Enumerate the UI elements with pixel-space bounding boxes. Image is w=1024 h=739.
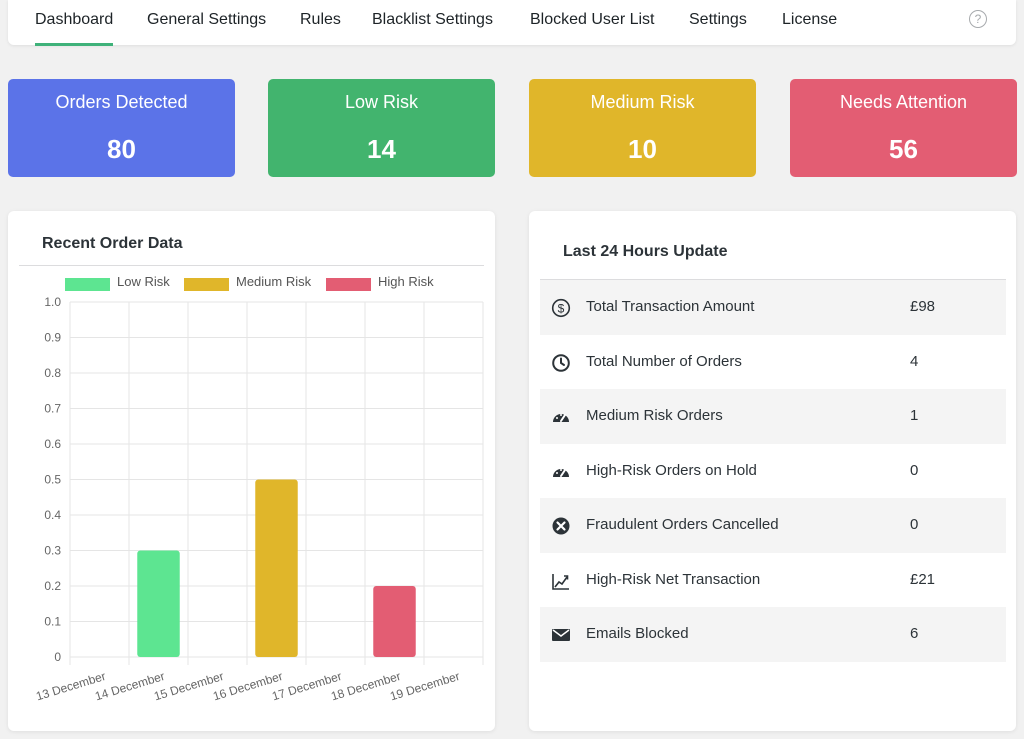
legend-swatch-medium-risk: [184, 278, 229, 291]
svg-text:$: $: [558, 301, 565, 315]
top-nav: Dashboard General Settings Rules Blackli…: [8, 0, 1016, 46]
stat-card-low-risk: Low Risk 14: [268, 79, 495, 177]
y-tick-label: 0.3: [44, 544, 61, 558]
list-item: Total Number of Orders 4: [540, 335, 1006, 390]
y-tick-label: 1.0: [44, 295, 61, 309]
y-tick-label: 0.6: [44, 437, 61, 451]
clock-icon: [552, 353, 570, 372]
stat-card-needs-attention: Needs Attention 56: [790, 79, 1017, 177]
stat-value: 14: [367, 134, 396, 164]
row-label: Emails Blocked: [586, 625, 689, 642]
row-value: 1: [910, 407, 919, 424]
y-tick-label: 0.1: [44, 615, 61, 629]
legend-label-medium-risk: Medium Risk: [236, 274, 312, 289]
y-tick-label: 0.8: [44, 366, 61, 380]
row-label: Total Transaction Amount: [586, 298, 755, 315]
bar-high-risk: [373, 586, 416, 657]
legend-swatch-high-risk: [326, 278, 371, 291]
stat-card-medium-risk: Medium Risk 10: [529, 79, 756, 177]
row-value: 4: [910, 352, 919, 370]
trend-up-icon: [552, 573, 569, 590]
row-value: £98: [910, 298, 936, 315]
tab-blacklist-settings[interactable]: Blacklist Settings: [372, 11, 493, 28]
y-tick-label: 0.5: [44, 473, 61, 487]
dollar-circle-icon: $: [551, 298, 571, 318]
stat-value: 10: [628, 134, 657, 164]
stat-value: 56: [889, 134, 918, 164]
legend-swatch-low-risk: [65, 278, 110, 291]
tab-blocked-user-list[interactable]: Blocked User List: [530, 11, 655, 28]
row-label: Total Number of Orders: [586, 352, 742, 370]
y-tick-label: 0.2: [44, 579, 61, 593]
row-value: 0: [910, 461, 919, 479]
chart-panel-title: Recent Order Data: [42, 235, 183, 252]
update-panel: Last 24 Hours Update $ Total Transaction…: [529, 211, 1016, 731]
row-label: High-Risk Orders on Hold: [586, 461, 757, 479]
tab-rules[interactable]: Rules: [300, 11, 341, 28]
stat-label: Orders Detected: [55, 92, 188, 112]
list-item: High-Risk Orders on Hold 0: [540, 444, 1006, 499]
list-item: $ Total Transaction Amount £98: [540, 280, 1006, 335]
tab-general-settings[interactable]: General Settings: [147, 11, 267, 28]
x-circle-icon: [552, 517, 570, 535]
y-tick-label: 0.9: [44, 331, 61, 345]
divider: [540, 279, 1006, 280]
row-value: £21: [910, 570, 936, 588]
row-label: High-Risk Net Transaction: [586, 570, 761, 588]
divider: [19, 265, 484, 266]
row-value: 6: [910, 625, 919, 642]
envelope-icon: [552, 629, 570, 641]
stat-value: 80: [107, 134, 136, 164]
stat-label: Medium Risk: [590, 92, 695, 112]
help-circle-icon[interactable]: ?: [969, 10, 987, 28]
stat-label: Low Risk: [344, 92, 419, 112]
tab-dashboard[interactable]: Dashboard: [35, 11, 114, 46]
chart-panel: Recent Order Data Low Risk Medium Risk H…: [8, 211, 495, 731]
gauge-icon: [553, 468, 569, 477]
list-item: High-Risk Net Transaction £21: [540, 553, 1006, 608]
tab-settings[interactable]: Settings: [689, 11, 747, 28]
legend-label-low-risk: Low Risk: [117, 274, 170, 289]
row-value: 0: [910, 516, 919, 533]
row-label: Medium Risk Orders: [586, 407, 723, 424]
list-item: Emails Blocked 6: [540, 607, 1006, 662]
stat-card-orders-detected: Orders Detected 80: [8, 79, 235, 177]
row-label: Fraudulent Orders Cancelled: [586, 516, 779, 533]
bar-low-risk: [137, 550, 180, 657]
stat-label: Needs Attention: [839, 92, 968, 112]
bar-medium-risk: [255, 479, 298, 657]
tab-license[interactable]: License: [782, 11, 838, 28]
y-tick-label: 0.7: [44, 402, 61, 416]
gauge-icon: [553, 414, 569, 422]
update-panel-title: Last 24 Hours Update: [563, 243, 728, 260]
legend-label-high-risk: High Risk: [378, 274, 434, 289]
y-tick-label: 0: [54, 650, 61, 664]
list-item: Fraudulent Orders Cancelled 0: [540, 498, 1006, 553]
y-tick-label: 0.4: [44, 508, 61, 522]
list-item: Medium Risk Orders 1: [540, 389, 1006, 444]
